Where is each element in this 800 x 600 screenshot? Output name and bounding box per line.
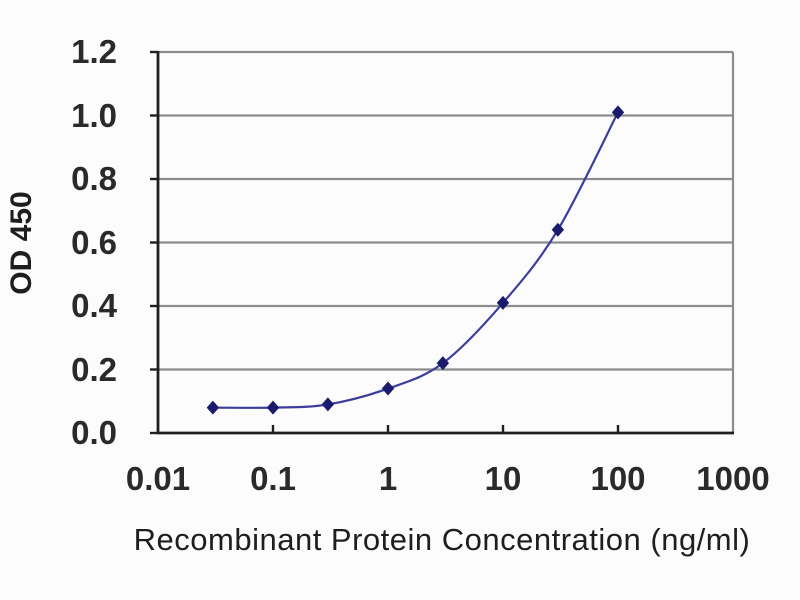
y-tick-label: 0.6 bbox=[71, 223, 117, 261]
x-tick-label: 1 bbox=[378, 460, 398, 497]
series-line bbox=[212, 111, 619, 409]
data-point-marker bbox=[321, 397, 335, 412]
x-tick-label: 0.01 bbox=[125, 460, 191, 497]
y-tick-label: 0.2 bbox=[71, 350, 117, 388]
x-tick-label: 100 bbox=[590, 460, 646, 497]
data-point-marker bbox=[551, 222, 565, 237]
y-axis-title: OD 450 bbox=[5, 191, 38, 295]
y-tick-label: 1.0 bbox=[71, 96, 117, 134]
y-tick-label: 1.2 bbox=[71, 33, 117, 70]
y-tick-label: 0.0 bbox=[71, 414, 117, 451]
data-point-marker bbox=[496, 295, 510, 310]
x-tick-label: 1000 bbox=[696, 460, 770, 497]
y-tick-label: 0.4 bbox=[71, 287, 117, 324]
data-point-marker bbox=[381, 381, 395, 396]
data-point-marker bbox=[611, 105, 625, 120]
data-point-marker bbox=[206, 400, 220, 415]
y-tick-label: 0.8 bbox=[71, 160, 117, 197]
x-tick-label: 10 bbox=[484, 460, 522, 497]
data-point-marker bbox=[266, 400, 280, 415]
x-axis-title: Recombinant Protein Concentration (ng/ml… bbox=[133, 522, 751, 557]
data-point-marker bbox=[436, 356, 450, 371]
x-tick-label: 0.1 bbox=[250, 460, 296, 497]
